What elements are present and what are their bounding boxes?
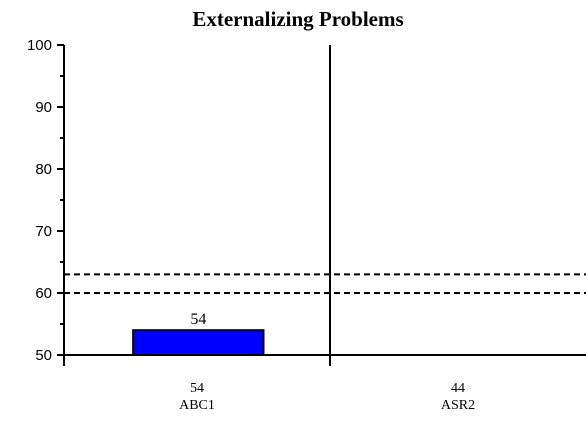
category-score-abc1: 54 (190, 381, 204, 396)
y-tick-label-60: 60 (35, 285, 52, 302)
y-tick-label-100: 100 (27, 37, 52, 54)
y-tick-label-50: 50 (35, 347, 52, 364)
category-label-asr2: ASR2 (441, 398, 475, 413)
bar-abc1 (132, 329, 265, 357)
y-tick-label-90: 90 (35, 99, 52, 116)
y-tick-label-80: 80 (35, 161, 52, 178)
y-tick-label-70: 70 (35, 223, 52, 240)
plot-area: 54 50 60 70 80 90 100 54 ABC1 44 ASR2 (27, 37, 586, 413)
category-label-abc1: ABC1 (179, 398, 215, 413)
category-score-asr2: 44 (451, 381, 465, 396)
chart-title: Externalizing Problems (192, 7, 403, 31)
data-label-abc1: 54 (190, 311, 206, 328)
